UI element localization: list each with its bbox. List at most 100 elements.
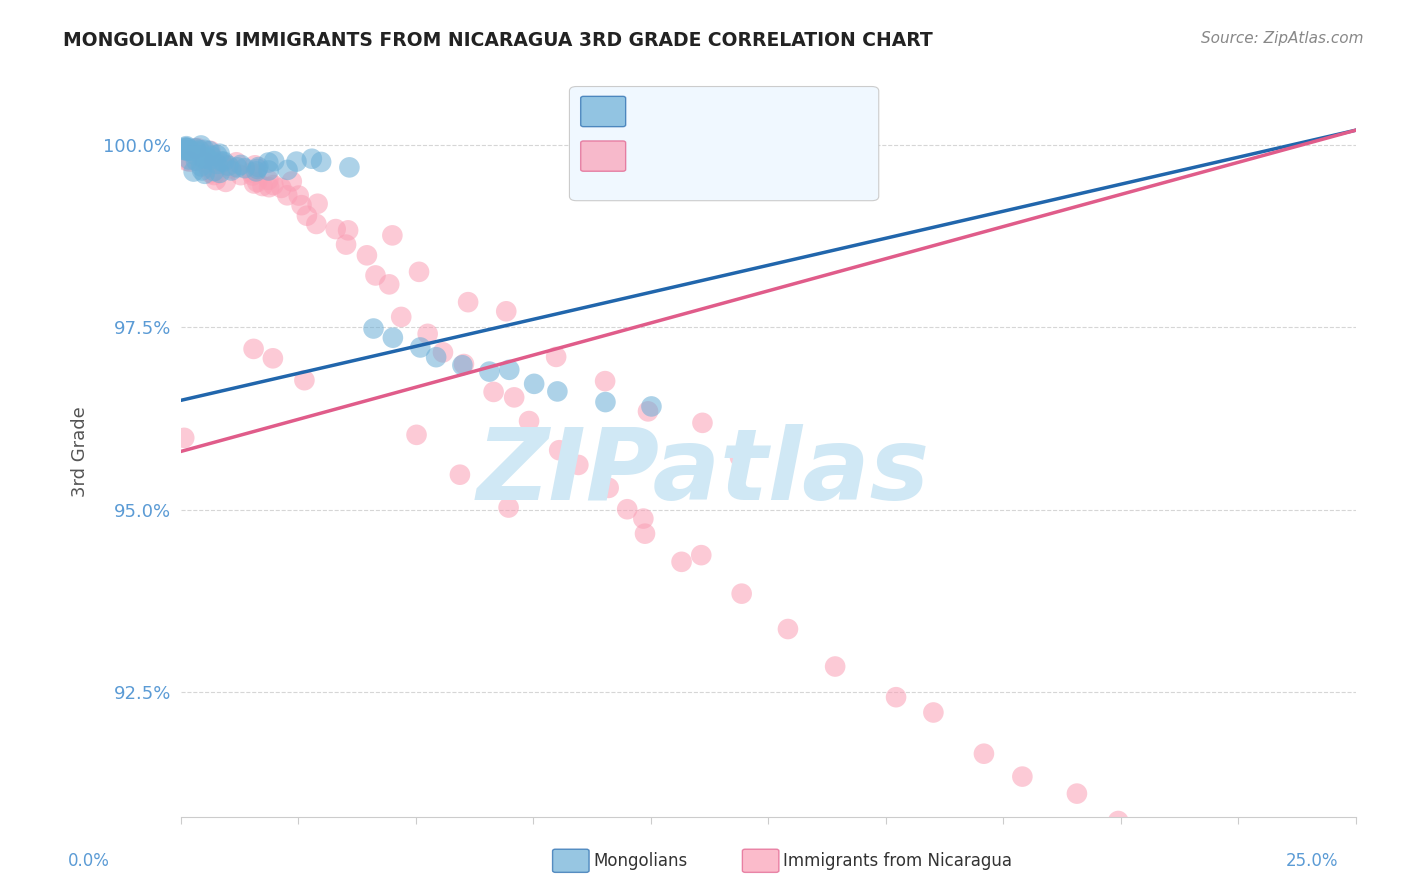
Point (633, 511, 655, 525)
Point (1011, 770, 1033, 784)
Point (325, 222, 347, 236)
Point (229, 158, 252, 172)
Point (270, 181, 292, 195)
Point (186, 141, 208, 155)
Point (378, 277, 401, 292)
Point (242, 342, 264, 356)
Point (548, 443, 571, 458)
Point (205, 148, 228, 162)
Point (200, 144, 222, 158)
Point (640, 400, 662, 414)
Point (389, 310, 412, 324)
Point (183, 147, 205, 161)
Point (208, 166, 231, 180)
Point (195, 151, 218, 165)
Point (409, 341, 432, 355)
Point (188, 143, 211, 157)
Point (217, 159, 239, 173)
Point (305, 217, 328, 231)
Point (176, 144, 198, 158)
Point (301, 152, 323, 166)
Point (221, 161, 243, 176)
Point (690, 548, 713, 562)
Point (174, 141, 197, 155)
Text: MONGOLIAN VS IMMIGRANTS FROM NICARAGUA 3RD GRADE CORRELATION CHART: MONGOLIAN VS IMMIGRANTS FROM NICARAGUA 3… (63, 31, 934, 50)
Point (190, 160, 212, 174)
Point (194, 167, 217, 181)
Point (202, 168, 225, 182)
Point (294, 373, 316, 387)
Point (190, 138, 212, 153)
Point (257, 163, 280, 178)
Point (193, 143, 215, 157)
Point (287, 188, 309, 202)
Point (242, 169, 264, 183)
Point (495, 304, 517, 318)
Point (1066, 787, 1088, 801)
Point (200, 149, 222, 163)
Point (634, 526, 657, 541)
Point (546, 384, 568, 399)
Point (692, 416, 714, 430)
Point (277, 162, 299, 177)
Point (1107, 814, 1129, 828)
Point (225, 155, 247, 169)
Point (233, 161, 256, 176)
Point (309, 155, 332, 169)
Point (498, 363, 520, 377)
Point (884, 690, 907, 705)
Point (215, 158, 238, 172)
Point (212, 154, 235, 169)
Text: 25.0%: 25.0% (1286, 852, 1339, 870)
Text: Source: ZipAtlas.com: Source: ZipAtlas.com (1201, 31, 1364, 46)
Point (1250, 863, 1272, 877)
Point (173, 143, 195, 157)
Point (776, 622, 799, 636)
Point (176, 141, 198, 155)
Point (186, 145, 208, 159)
Point (598, 481, 620, 495)
Point (356, 248, 378, 262)
Point (973, 747, 995, 761)
Point (595, 395, 617, 409)
Point (204, 153, 226, 168)
Point (482, 384, 505, 399)
Point (498, 500, 520, 515)
Point (197, 161, 219, 175)
Point (246, 175, 269, 189)
Point (226, 161, 249, 175)
Point (517, 414, 540, 428)
Point (337, 223, 360, 237)
Point (335, 237, 357, 252)
Point (503, 390, 526, 404)
Point (243, 177, 266, 191)
Point (405, 427, 427, 442)
Point (176, 139, 198, 153)
Y-axis label: 3rd Grade: 3rd Grade (72, 406, 89, 497)
Point (211, 154, 233, 169)
Point (262, 351, 284, 366)
Text: R = 0.344   N = 61: R = 0.344 N = 61 (633, 100, 811, 120)
Point (176, 153, 198, 168)
Point (193, 152, 215, 166)
Point (208, 146, 231, 161)
Point (205, 173, 228, 187)
Point (243, 158, 266, 172)
Point (173, 143, 195, 157)
Point (194, 155, 217, 169)
Point (209, 156, 232, 170)
Point (221, 163, 243, 178)
Point (179, 154, 201, 169)
Point (193, 151, 215, 165)
Point (215, 175, 238, 189)
Point (285, 154, 308, 169)
Point (381, 228, 404, 243)
Point (247, 160, 270, 174)
Point (281, 174, 304, 188)
Point (184, 142, 207, 156)
Point (173, 431, 195, 445)
Point (824, 659, 846, 673)
Point (449, 467, 471, 482)
Point (451, 358, 474, 372)
Point (922, 706, 945, 720)
